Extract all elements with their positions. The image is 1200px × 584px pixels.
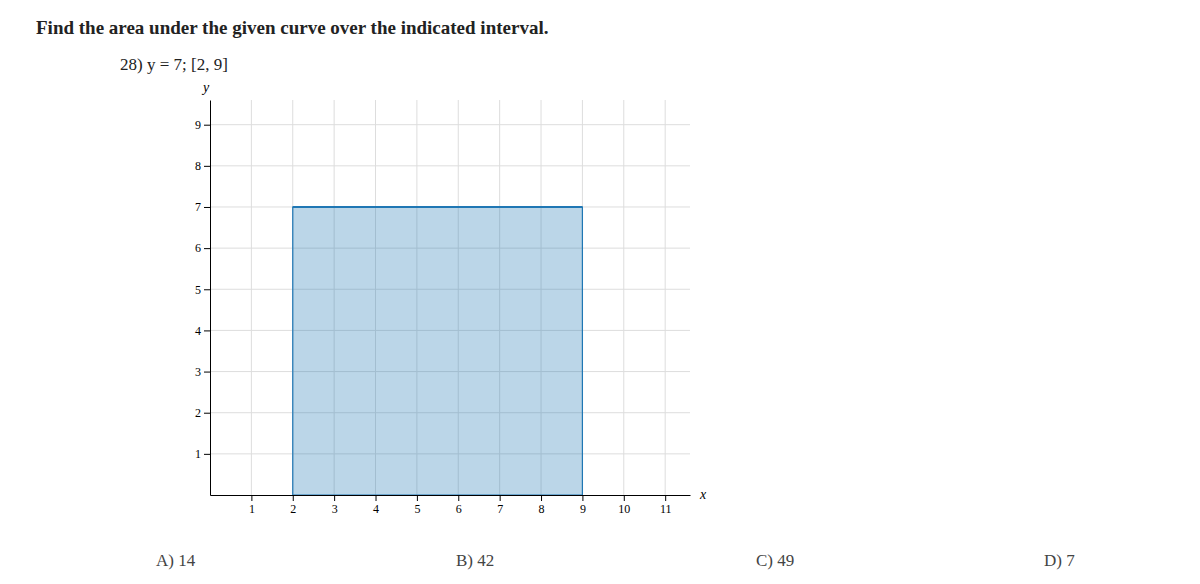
grid-line [210, 206, 690, 207]
grid-line [210, 165, 690, 166]
subtitle: 28) y = 7; [2, 9] [120, 55, 228, 74]
tick: 8 [539, 495, 545, 516]
axis-line [210, 101, 211, 496]
tick-label: 4 [195, 324, 201, 338]
line [293, 206, 583, 208]
axis-line [211, 495, 691, 496]
tick-mark [204, 289, 210, 290]
tick-mark [582, 495, 583, 501]
tick: 6 [195, 241, 210, 255]
tick-label: 8 [539, 502, 545, 516]
tick: 7 [195, 200, 210, 214]
area [293, 207, 583, 495]
tick: 4 [373, 495, 379, 516]
tick-label: 6 [456, 502, 462, 516]
annotation: C) 49 [756, 551, 794, 570]
tick: 2 [290, 495, 296, 516]
grid-line [665, 100, 666, 495]
tick-label: 9 [195, 118, 201, 132]
tick-mark [204, 372, 210, 373]
tick-mark [541, 495, 542, 501]
tick: 9 [580, 495, 586, 516]
tick: 6 [456, 495, 462, 516]
tick-mark [334, 495, 335, 501]
tick: 8 [195, 159, 210, 173]
tick-label: 7 [195, 200, 201, 214]
tick: 2 [195, 406, 210, 420]
tick: 11 [660, 495, 672, 516]
tick-mark [204, 454, 210, 455]
tick-mark [204, 166, 210, 167]
annotation: A) 14 [156, 551, 196, 570]
tick-mark [665, 495, 666, 501]
tick-label: 9 [580, 502, 586, 516]
tick: 4 [195, 324, 210, 338]
tick-label: 3 [195, 365, 201, 379]
tick-label: 7 [497, 502, 503, 516]
tick: 1 [195, 447, 210, 461]
x-axis-label: x [699, 487, 707, 502]
tick: 3 [195, 365, 210, 379]
tick-label: 5 [195, 283, 201, 297]
tick: 5 [195, 283, 210, 297]
annotation: D) 7 [1044, 551, 1075, 570]
tick-mark [204, 330, 210, 331]
tick-mark [458, 495, 459, 501]
tick-mark [251, 495, 252, 501]
grid-line [251, 100, 252, 495]
tick-label: 5 [414, 502, 420, 516]
tick-label: 8 [195, 159, 201, 173]
tick-label: 2 [195, 406, 201, 420]
tick-mark [204, 248, 210, 249]
marks [293, 207, 583, 495]
tick: 3 [332, 495, 338, 516]
tick-label: 1 [195, 447, 201, 461]
grid [210, 100, 690, 495]
tick-mark [204, 413, 210, 414]
tick-mark [204, 125, 210, 126]
grid-line [210, 124, 690, 125]
tick: 1 [249, 495, 255, 516]
chart: Find the area under the given curve over… [0, 0, 1200, 584]
annotation: B) 42 [456, 551, 494, 570]
tick-mark [500, 495, 501, 501]
tick-mark [293, 495, 294, 501]
tick-label: 11 [660, 502, 672, 516]
tick-label: 6 [195, 241, 201, 255]
tick-label: 4 [373, 502, 379, 516]
tick-label: 1 [249, 502, 255, 516]
y-axis-label: y [201, 80, 210, 95]
tick: 7 [497, 495, 503, 516]
grid-line [623, 100, 624, 495]
tick-mark [417, 495, 418, 501]
x-axis: 1 2 3 4 5 6 7 8 9 10 11 [211, 495, 691, 516]
title: Find the area under the given curve over… [36, 17, 548, 38]
tick-label: 2 [290, 502, 296, 516]
tick: 5 [414, 495, 420, 516]
tick: 9 [195, 118, 210, 132]
tick-label: 10 [618, 502, 630, 516]
y-axis: 1 2 3 4 5 6 7 8 9 [195, 101, 211, 496]
tick-mark [376, 495, 377, 501]
tick: 10 [618, 495, 630, 516]
tick-label: 3 [332, 502, 338, 516]
tick-mark [624, 495, 625, 501]
tick-mark [204, 207, 210, 208]
